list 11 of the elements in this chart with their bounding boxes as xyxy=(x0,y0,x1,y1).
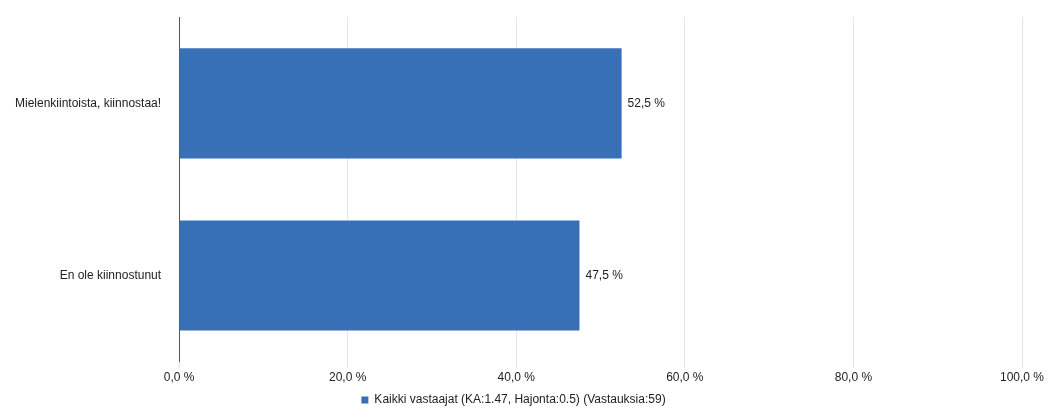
x-tick-label: 0,0 % xyxy=(163,370,195,385)
x-tick-label: 60,0 % xyxy=(666,370,704,385)
x-tick-label: 40,0 % xyxy=(497,370,536,385)
legend-label: Kaikki vastaajat (KA:1.47, Hajonta:0.5) (Vastauksia:59) xyxy=(374,392,666,407)
x-tick-label: 80,0 % xyxy=(834,370,873,385)
x-tick-label: 20,0 % xyxy=(328,370,367,385)
data-label: 47,5 % xyxy=(585,267,624,282)
y-tick-label: En ole kiinnostunut xyxy=(59,267,162,282)
x-tick-label: 100,0 % xyxy=(999,370,1045,385)
y-tick-label: Mielenkiintoista, kiinnostaa! xyxy=(15,95,162,110)
data-label: 52,5 % xyxy=(627,95,666,110)
